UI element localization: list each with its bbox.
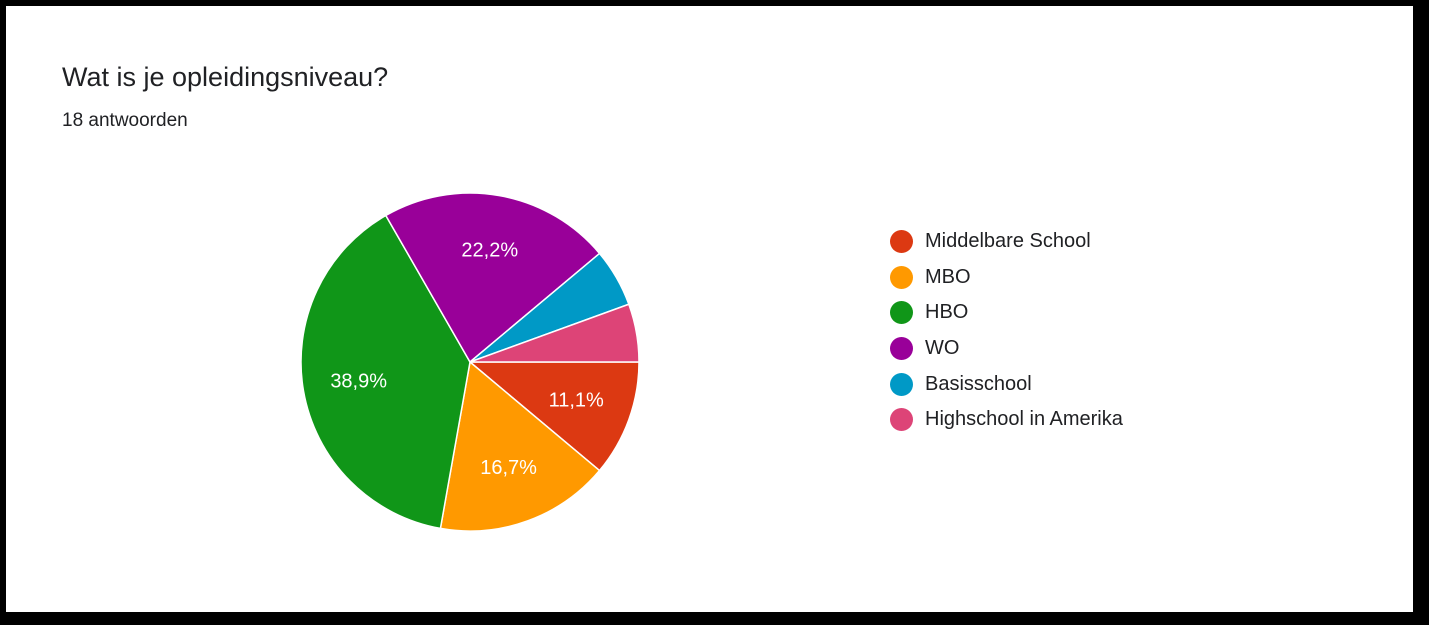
legend-swatch-icon	[890, 301, 913, 325]
legend-label: Highschool in Amerika	[925, 408, 1123, 431]
legend-item-mbo[interactable]: MBO	[890, 260, 1123, 296]
legend-swatch-icon	[890, 265, 913, 289]
legend-item-hbo[interactable]: HBO	[890, 295, 1123, 331]
legend-label: WO	[925, 337, 960, 360]
chart-title: Wat is je opleidingsniveau?	[62, 62, 389, 92]
slice-label-wo: 22,2%	[461, 240, 518, 262]
legend-label: Middelbare School	[925, 230, 1091, 253]
slice-label-middelbare-school: 11,1%	[549, 390, 604, 412]
legend-swatch-icon	[890, 337, 913, 361]
pie-slice-middelbare-school[interactable]	[467, 361, 640, 472]
legend-item-highschool-in-amerika[interactable]: Highschool in Amerika	[890, 402, 1123, 438]
pie-slice-highschool-in-amerika[interactable]	[469, 303, 640, 363]
response-count: 18 antwoorden	[62, 110, 188, 131]
legend-label: HBO	[925, 301, 969, 324]
legend-label: MBO	[925, 265, 971, 288]
pie-slice-hbo[interactable]	[300, 214, 471, 530]
legend-item-basisschool[interactable]: Basisschool	[890, 366, 1123, 402]
slice-label-mbo: 16,7%	[480, 457, 537, 479]
legend-swatch-icon	[890, 408, 913, 432]
legend-item-wo[interactable]: WO	[890, 331, 1123, 367]
legend-swatch-icon	[890, 372, 913, 396]
pie-slice-mbo[interactable]	[439, 360, 601, 532]
legend-label: Basisschool	[925, 372, 1032, 395]
chart-legend: Middelbare School MBO HBO WO Basisschool High…	[890, 224, 1123, 438]
slice-label-hbo: 38,9%	[330, 370, 387, 392]
legend-item-middelbare-school[interactable]: Middelbare School	[890, 224, 1123, 260]
pie-slice-wo[interactable]	[384, 192, 601, 364]
pie-chart: 11,1% 16,7% 38,9% 22,2%	[300, 192, 640, 532]
legend-swatch-icon	[890, 230, 913, 254]
